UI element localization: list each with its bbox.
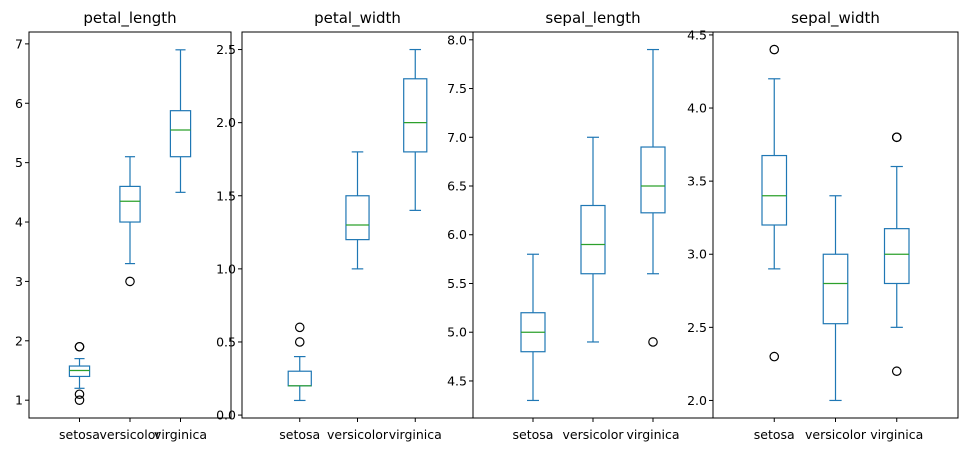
box-versicolor: versicolor	[327, 151, 389, 442]
chart-title: petal_width	[314, 9, 401, 28]
y-tick-label: 1.5	[216, 188, 236, 203]
y-tick-label: 7	[15, 36, 23, 51]
y-tick-label: 2.5	[687, 320, 707, 335]
y-tick-label: 6.0	[447, 227, 467, 242]
y-tick-label: 1	[15, 393, 23, 408]
x-tick-label: setosa	[754, 427, 795, 442]
y-tick-label: 6.5	[447, 179, 467, 194]
y-tick-label: 3	[15, 274, 23, 289]
y-tick-label: 5	[15, 155, 23, 170]
x-tick-label: virginica	[389, 427, 442, 442]
outlier-point	[74, 341, 85, 352]
box-setosa: setosa	[279, 322, 320, 442]
iqr-box	[761, 154, 788, 226]
iqr-box	[68, 365, 91, 378]
iqr-box	[169, 110, 192, 158]
box-versicolor: versicolor	[563, 136, 625, 442]
box-setosa: setosa	[513, 253, 554, 442]
chart-title: petal_length	[83, 9, 176, 28]
box-virginica: virginica	[870, 132, 923, 442]
iqr-box	[580, 204, 606, 275]
y-tick-label: 5.5	[447, 276, 467, 291]
y-tick-label: 0.5	[216, 334, 236, 349]
x-tick-label: setosa	[279, 427, 320, 442]
box-versicolor: versicolor	[805, 195, 867, 442]
iqr-box	[403, 78, 428, 153]
y-tick-label: 8.0	[447, 32, 467, 47]
y-tick-label: 2	[15, 333, 23, 348]
chart-title: sepal_width	[791, 9, 880, 28]
outlier-point	[891, 366, 902, 377]
chart-title: sepal_length	[545, 9, 640, 28]
outlier-point	[891, 132, 902, 143]
y-tick-label: 0.0	[216, 408, 236, 423]
outlier-point	[294, 337, 305, 347]
y-tick-label: 4.5	[687, 27, 707, 42]
y-tick-label: 4.0	[687, 101, 707, 116]
iqr-box	[822, 253, 849, 325]
outlier-point	[294, 322, 305, 333]
x-tick-label: versicolor	[327, 427, 389, 442]
axes-frame	[472, 31, 714, 419]
y-tick-label: 4	[15, 215, 23, 230]
outlier-point	[74, 395, 85, 405]
box-virginica: virginica	[389, 48, 442, 442]
outlier-point	[769, 44, 780, 55]
y-tick-label: 6	[15, 96, 23, 111]
iqr-box	[883, 228, 910, 285]
outlier-point	[74, 389, 85, 400]
box-virginica: virginica	[154, 49, 207, 442]
y-tick-label: 2.5	[216, 42, 236, 57]
y-tick-label: 4.5	[447, 373, 467, 388]
x-tick-label: virginica	[870, 427, 923, 442]
y-tick-label: 3.0	[687, 247, 707, 262]
x-tick-label: setosa	[59, 427, 100, 442]
box-versicolor: versicolor	[100, 156, 162, 442]
y-tick-label: 2.0	[216, 115, 236, 130]
chart-panel-sepal-width: sepal_width 2.0 2.5 3.0 3.5 4.0 4.5 setosa versi…	[687, 9, 959, 442]
outlier-point	[125, 276, 135, 287]
outlier-point	[769, 351, 780, 362]
chart-panel-petal-width: petal_width 0.0 0.5 1.0 1.5 2.0 2.5 setosa versi…	[216, 9, 474, 442]
y-tick-label: 7.5	[447, 81, 467, 96]
x-tick-label: setosa	[513, 427, 554, 442]
box-setosa: setosa	[754, 44, 795, 442]
box-virginica: virginica	[626, 48, 680, 442]
y-tick-label: 7.0	[447, 130, 467, 145]
chart-panel-petal-length: petal_length 1 2 3 4 5 6 7 setosa versicolorvirgi…	[15, 9, 232, 442]
iqr-box	[345, 195, 370, 241]
y-tick-label: 2.0	[687, 393, 707, 408]
x-tick-label: virginica	[154, 427, 207, 442]
box-setosa: setosa	[59, 341, 100, 442]
x-tick-label: virginica	[626, 427, 679, 442]
iqr-box	[287, 370, 312, 387]
y-tick-label: 5.0	[447, 325, 467, 340]
iqr-box	[119, 185, 141, 223]
y-tick-label: 3.5	[687, 174, 707, 189]
x-tick-label: versicolor	[100, 427, 162, 442]
chart-panel-sepal-length: sepal_length 4.5 5.0 5.5 6.0 6.5 7.0 7.5 8.0 seto…	[447, 9, 714, 442]
outlier-point	[648, 337, 658, 347]
x-tick-label: versicolor	[805, 427, 867, 442]
iqr-box	[640, 146, 666, 214]
y-tick-label: 1.0	[216, 261, 236, 276]
x-tick-label: versicolor	[563, 427, 625, 442]
